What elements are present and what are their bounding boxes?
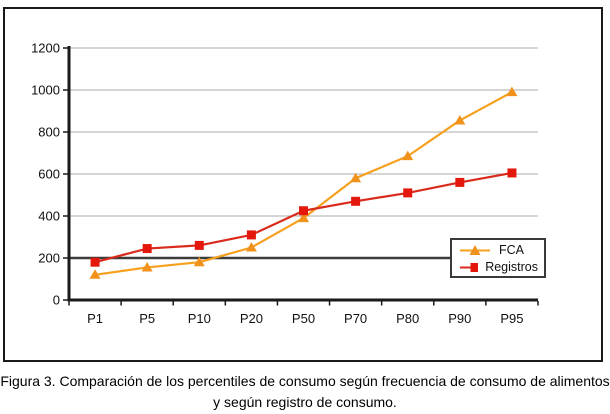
square-marker: [455, 177, 465, 187]
triangle-marker: [506, 86, 518, 97]
y-tick-label: 800: [38, 125, 60, 140]
square-marker: [90, 257, 100, 267]
triangle-marker: [298, 212, 309, 223]
y-tick-label: 400: [38, 209, 60, 224]
y-tick-label: 0: [53, 293, 60, 308]
y-tick-label: 1200: [31, 41, 60, 56]
x-tick-label: P90: [448, 311, 471, 326]
figure-caption: Figura 3. Comparación de los percentiles…: [0, 371, 610, 413]
series-fca: [89, 86, 518, 279]
triangle-marker: [193, 256, 205, 267]
x-tick-label: P80: [396, 311, 419, 326]
legend-item-fca: FCA: [458, 241, 538, 258]
square-marker: [507, 168, 517, 178]
legend-label-registros: Registros: [485, 259, 538, 274]
x-tick-label: P5: [139, 311, 155, 326]
x-tick-label: P1: [87, 311, 103, 326]
y-tick-label: 1000: [31, 83, 60, 98]
legend-label-fca: FCA: [499, 242, 524, 257]
caption-line-1: Figura 3. Comparación de los percentiles…: [0, 373, 610, 389]
x-tick-label: P10: [188, 311, 211, 326]
y-tick-label: 200: [38, 251, 60, 266]
y-tick-labels: 0 200 400 600 800 1000 1200: [31, 41, 68, 308]
square-marker: [351, 196, 361, 206]
square-marker: [194, 240, 204, 250]
series-registros: [90, 168, 517, 267]
legend: FCA Registros: [450, 238, 546, 278]
triangle-marker: [350, 172, 362, 183]
caption-line-2: y según registro de consumo.: [213, 394, 397, 410]
triangle-marker: [245, 242, 257, 252]
square-marker: [299, 206, 308, 216]
triangle-marker: [89, 269, 101, 279]
triangle-marker: [141, 261, 153, 272]
chart-frame: [3, 7, 603, 362]
registros-line-marker-icon: [460, 262, 479, 272]
x-tick-label: P50: [292, 311, 315, 326]
x-tick-label: P70: [344, 311, 367, 326]
x-tick-label: P20: [240, 311, 263, 326]
fca-line-marker-icon: [460, 244, 490, 255]
x-tick-label: P95: [500, 311, 523, 326]
y-gridlines: [69, 47, 538, 260]
square-marker: [246, 230, 256, 240]
legend-item-registros: Registros: [458, 258, 538, 275]
y-tick-label: 600: [38, 167, 60, 182]
triangle-marker: [454, 114, 466, 125]
square-marker: [403, 188, 413, 198]
x-tick-labels: P1 P5 P10 P20 P50 P70 P80 P90 P95: [68, 301, 539, 326]
square-marker: [142, 244, 152, 254]
triangle-marker: [402, 150, 414, 161]
